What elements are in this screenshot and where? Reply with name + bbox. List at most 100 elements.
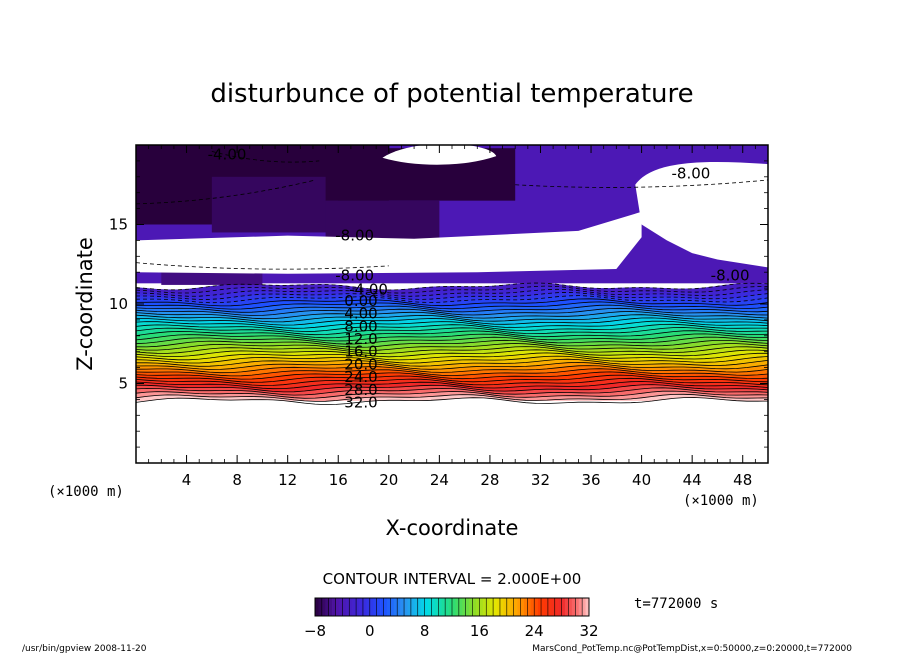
contour-label: -8.00 (711, 266, 750, 284)
colorbar-cell (386, 598, 391, 616)
colorbar-cell (318, 598, 323, 616)
colorbar-cell (575, 598, 580, 616)
contour-line (136, 336, 768, 345)
x-tick-label: 20 (379, 471, 398, 489)
colorbar-cell (537, 598, 542, 616)
colorbar-cell (417, 598, 422, 616)
x-tick-label: 48 (733, 471, 752, 489)
colorbar-cell (369, 598, 374, 616)
contour-label: 28.0 (344, 381, 377, 399)
contour-line (136, 368, 768, 377)
contour-line (136, 346, 768, 355)
colorbar-cell (479, 598, 484, 616)
contour-interval: CONTOUR INTERVAL = 2.000E+00 (323, 570, 582, 588)
colorbar-cell (458, 598, 463, 616)
colorbar-cell (315, 598, 319, 616)
blank-region (382, 145, 497, 165)
colorbar-cell (565, 598, 569, 616)
footer-right: MarsCond_PotTemp.nc@PotTempDist,x=0:5000… (532, 644, 852, 654)
colorbar-cell (362, 598, 367, 616)
colorbar-cell (321, 598, 326, 616)
colorbar-cell (332, 598, 336, 616)
contour-label: 12.0 (344, 330, 377, 348)
contour-line (136, 323, 768, 332)
colorbar-cell (455, 598, 460, 616)
x-tick-label: 32 (531, 471, 550, 489)
colorbar-cell (431, 598, 436, 616)
colorbar-cell (582, 598, 586, 616)
y-tick-label: 5 (118, 375, 128, 393)
colorbar-cell (544, 598, 549, 616)
colorbar-cell (530, 598, 535, 616)
colorbar-cell (345, 598, 350, 616)
contour-line (136, 371, 768, 380)
colorbar-cell (527, 598, 532, 616)
colorbar-cell (356, 598, 360, 616)
contour-label: -4.00 (208, 146, 247, 164)
contour-line (136, 384, 768, 393)
colorbar-cell (342, 598, 347, 616)
y-tick-label: 10 (109, 295, 128, 313)
colorbar-cell (469, 598, 473, 616)
heatmap-patch (211, 176, 339, 233)
blank-region (635, 162, 768, 268)
blank-region (136, 211, 642, 274)
colorbar-cell (547, 598, 552, 616)
colorbar-cell (452, 598, 456, 616)
colorbar-cell (335, 598, 340, 616)
contour-label: 8.00 (344, 317, 377, 335)
colorbar-cell (554, 598, 559, 616)
colorbar-cell (489, 598, 494, 616)
colorbar-cell (510, 598, 514, 616)
contour-line (136, 295, 768, 304)
colorbar-cell (506, 598, 511, 616)
contour-line (515, 179, 768, 188)
contour-line (136, 387, 768, 396)
colorbar-tick-label: 16 (470, 622, 489, 640)
colorbar-cell (445, 598, 449, 616)
contour-labels: -4.00-8.00-8.00-8.00-8.00-4.000.004.008.… (208, 146, 750, 412)
colorbar-cell (438, 598, 443, 616)
contour-label: -8.00 (335, 227, 374, 245)
contour-line (136, 343, 768, 351)
colorbar-cell (534, 598, 538, 616)
contour-line (136, 288, 768, 297)
contour-line (136, 361, 768, 370)
colorbar-tick-label: 32 (579, 622, 598, 640)
contour-line (136, 314, 768, 323)
colorbar-cell (523, 598, 528, 616)
colorbar-cell (503, 598, 508, 616)
colorbar-cell (561, 598, 566, 616)
contour-line (136, 377, 768, 386)
contour-line (136, 262, 389, 270)
colorbar-cell (482, 598, 487, 616)
contour-line (136, 320, 768, 329)
contour-line (136, 298, 768, 307)
colorbar-cell (352, 598, 357, 616)
colorbar-cell (517, 598, 521, 616)
colorbar-cell (520, 598, 525, 616)
colorbar-cell (472, 598, 477, 616)
x-tick-label: 44 (683, 471, 702, 489)
colorbar-cell (325, 598, 329, 616)
colorbar: −8 0 8 16 24 32 (304, 597, 599, 640)
colorbar-tick-label: 0 (365, 622, 375, 640)
y-axis-ticks: 5 10 15 (109, 160, 768, 448)
y-axis-label: Z-coordinate (73, 237, 97, 371)
contour-line (136, 381, 768, 390)
colorbar-cell (421, 598, 425, 616)
plot-area (136, 145, 768, 463)
time-label: t=772000 s (634, 596, 718, 612)
contour-line (136, 304, 768, 313)
contour-line (136, 358, 768, 367)
colorbar-cell (448, 598, 453, 616)
contour-line (136, 307, 768, 316)
colorbar-cell (475, 598, 480, 616)
contour-line (136, 327, 768, 336)
colorbar-cell (328, 598, 333, 616)
colorbar-cell (568, 598, 573, 616)
colorbar-frame (314, 597, 590, 617)
colorbar-cell (366, 598, 371, 616)
contour-line (136, 179, 316, 205)
contour-line (136, 317, 768, 326)
